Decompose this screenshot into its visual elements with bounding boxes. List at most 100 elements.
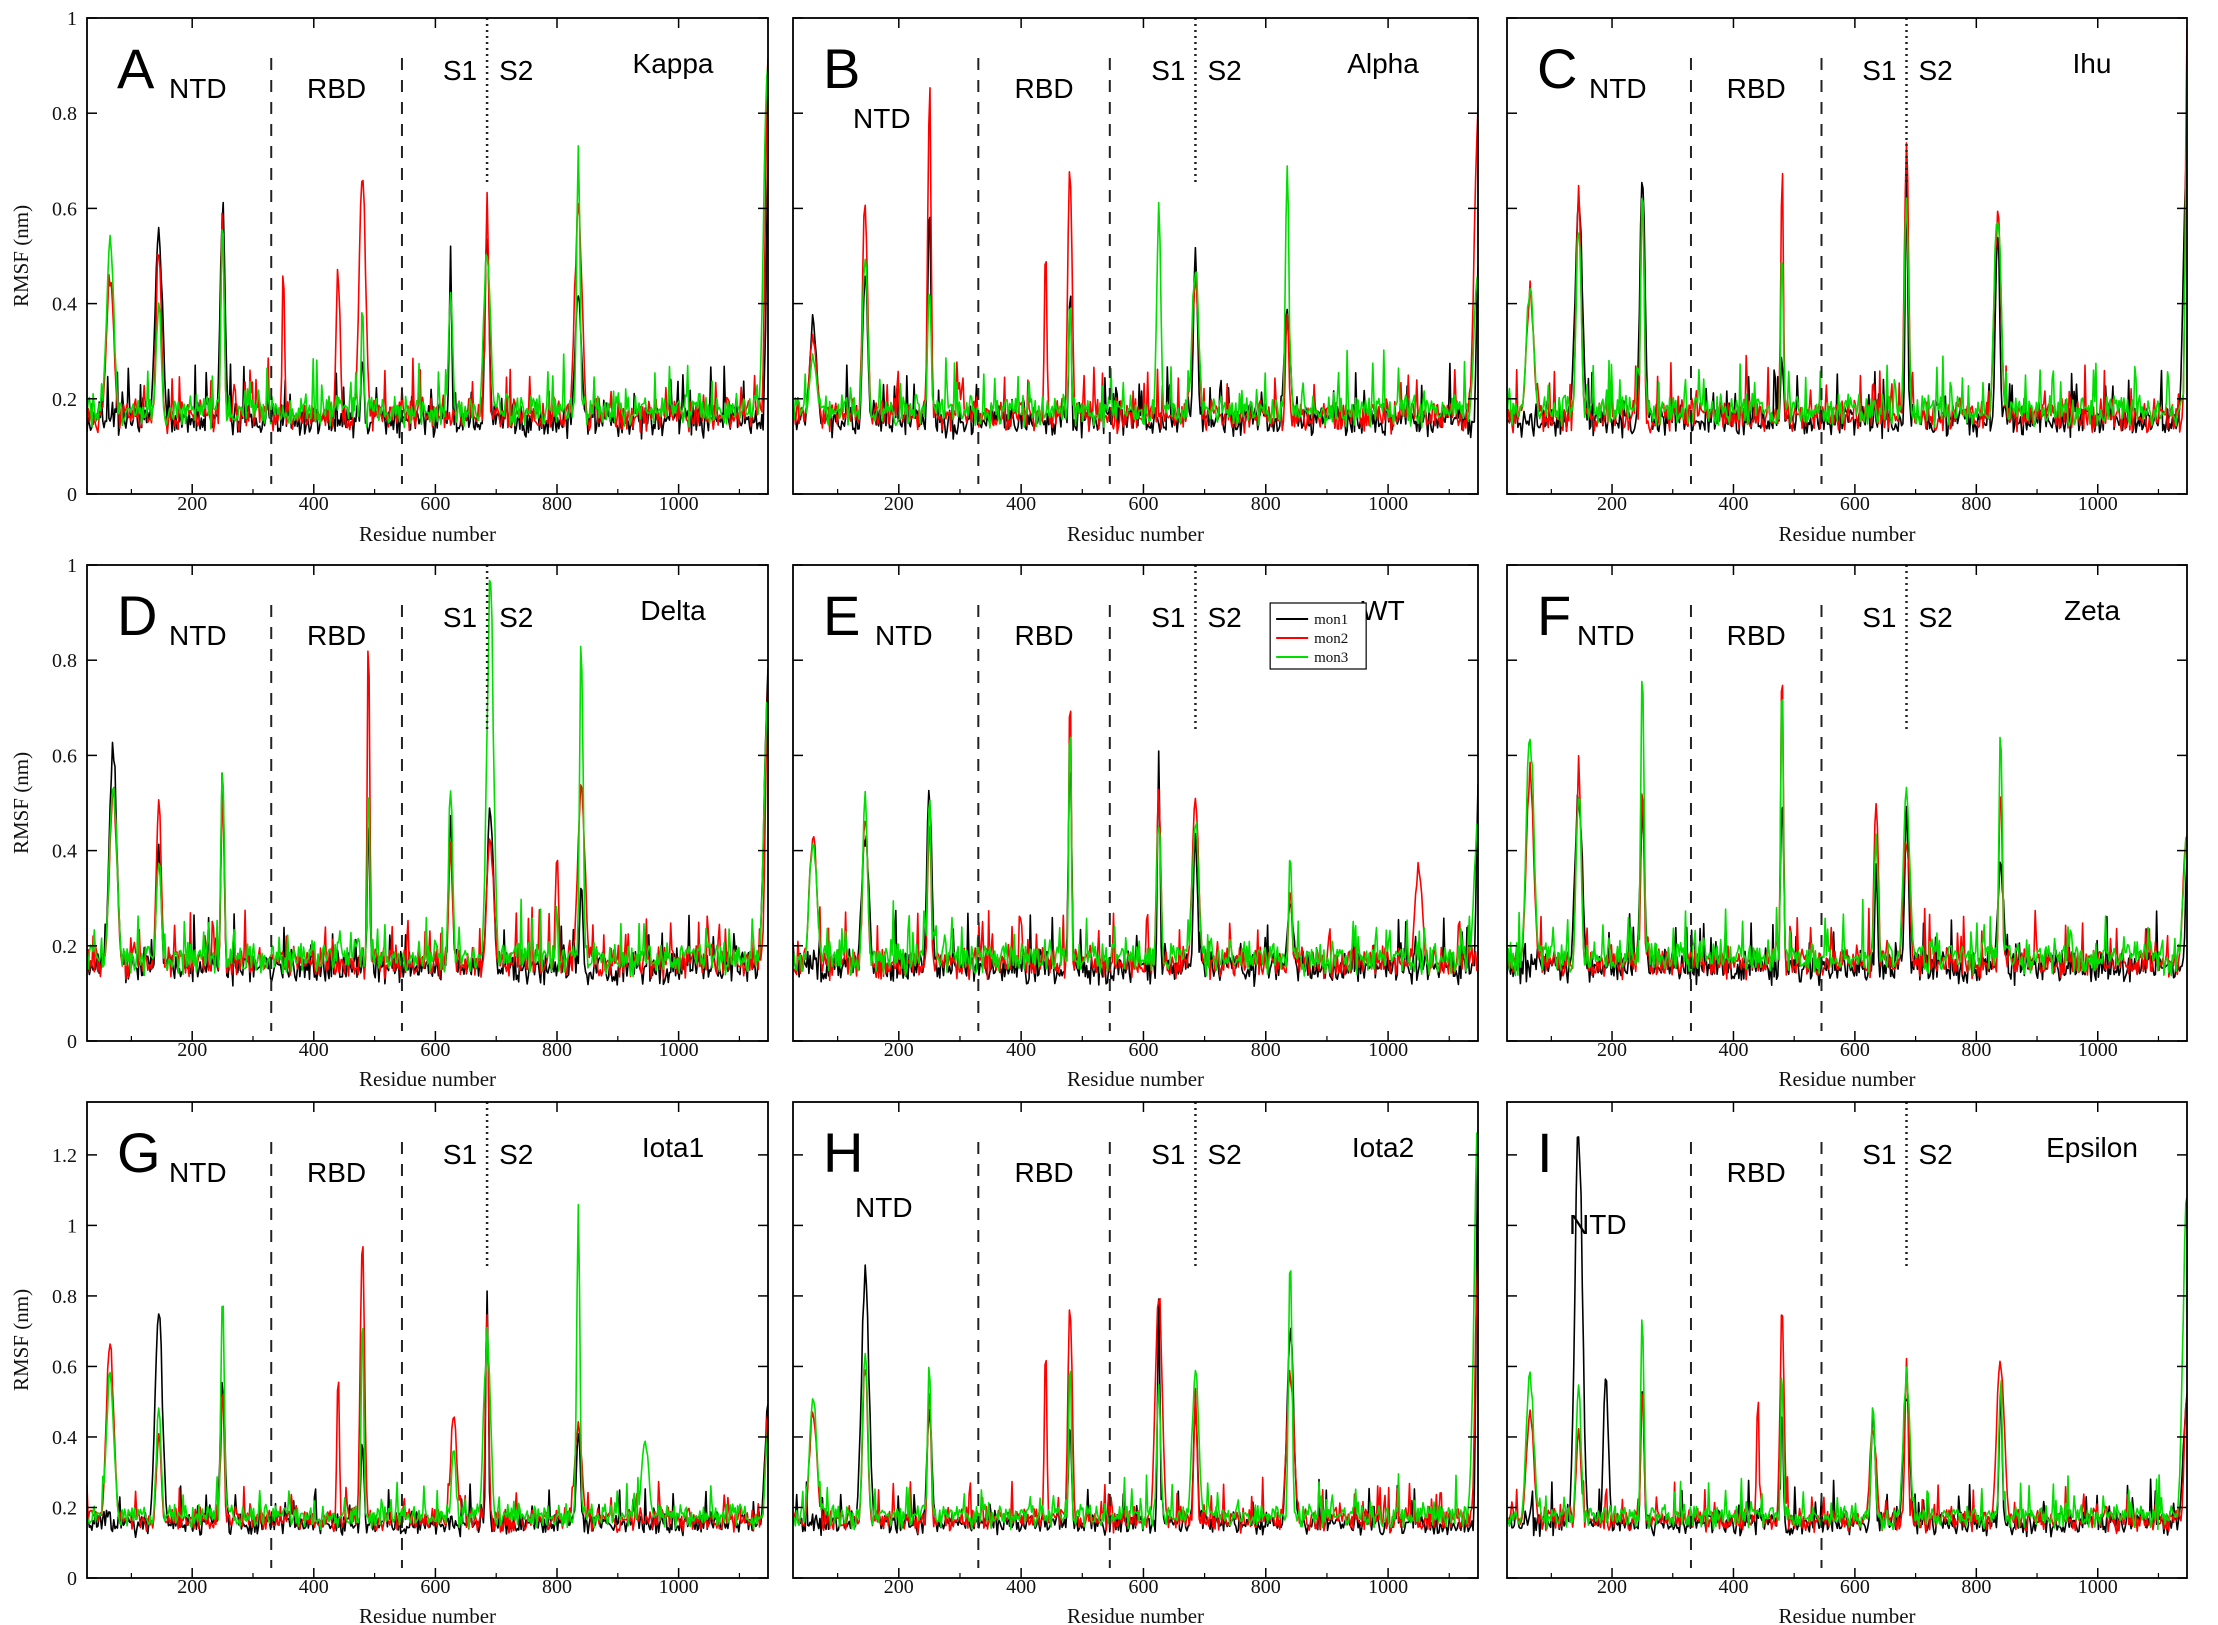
- series-mon3: [1507, 69, 2187, 428]
- x-tick-label: 1000: [1368, 1039, 1408, 1061]
- x-tick-label: 1000: [1368, 1576, 1408, 1598]
- region-label-s2: S2: [1919, 1139, 1953, 1170]
- region-label-rbd: RBD: [1727, 620, 1786, 651]
- region-label-s1: S1: [443, 1139, 477, 1170]
- region-label-ntd: NTD: [169, 620, 227, 651]
- x-tick-label: 200: [1597, 493, 1627, 515]
- panel-f: 200 400 600 800 1000 Residue number F NTD RBD S1 S…: [1506, 564, 2188, 1091]
- series-mon2: [793, 1248, 1478, 1534]
- x-tick-label: 800: [542, 493, 572, 515]
- x-tick-label: 800: [1961, 493, 1991, 515]
- region-label-rbd: RBD: [1727, 73, 1786, 104]
- series-group: [793, 87, 1478, 440]
- legend: mon1 mon2 mon3: [1269, 602, 1367, 670]
- series-mon2: [1507, 1314, 2187, 1535]
- series-group: [87, 1203, 768, 1539]
- y-tick-label: 0.4: [52, 1427, 77, 1449]
- plot-frame: [86, 1101, 769, 1579]
- x-tick-label: 400: [299, 1039, 329, 1061]
- region-label-rbd: RBD: [307, 620, 366, 651]
- region-label-rbd: RBD: [307, 73, 366, 104]
- variant-name: Kappa: [633, 48, 714, 79]
- x-tick-label: 400: [299, 1576, 329, 1598]
- y-tick-label: 1: [67, 1215, 77, 1237]
- y-tick-label: 0.6: [52, 1356, 77, 1378]
- region-label-ntd: NTD: [853, 103, 911, 134]
- x-tick-label: 1000: [659, 1576, 699, 1598]
- x-tick-label: 1000: [659, 1039, 699, 1061]
- x-axis-label: Residuc number: [1067, 522, 1204, 546]
- series-mon3: [1507, 1196, 2187, 1531]
- region-label-s1: S1: [1151, 55, 1185, 86]
- panel-letter: I: [1537, 1121, 1553, 1184]
- x-tick-label: 200: [177, 1576, 207, 1598]
- region-label-s1: S1: [1862, 1139, 1896, 1170]
- panel-letter: A: [117, 37, 155, 100]
- x-tick-label: 600: [1128, 1576, 1158, 1598]
- series-mon2: [87, 57, 768, 435]
- series-mon3: [793, 1132, 1478, 1531]
- x-tick-label: 400: [1006, 493, 1036, 515]
- x-tick-label: 800: [1251, 493, 1281, 515]
- plot-frame: [86, 564, 769, 1042]
- series-mon2: [87, 650, 768, 980]
- x-axis-label: Residue number: [359, 522, 496, 546]
- x-tick-label: 600: [420, 1039, 450, 1061]
- y-tick-label: 0: [67, 1031, 77, 1053]
- plot-frame: [1506, 1101, 2188, 1579]
- x-tick-label: 200: [1597, 1576, 1627, 1598]
- series-mon3: [793, 165, 1478, 429]
- legend-label-mon3: mon3: [1314, 650, 1348, 666]
- x-tick-label: 400: [1006, 1039, 1036, 1061]
- region-label-rbd: RBD: [1015, 1157, 1074, 1188]
- y-tick-label: 0: [67, 1568, 77, 1590]
- region-label-rbd: RBD: [307, 1157, 366, 1188]
- x-tick-label: 800: [1961, 1039, 1991, 1061]
- x-tick-label: 1000: [659, 493, 699, 515]
- series-mon3: [87, 579, 768, 978]
- region-label-s1: S1: [1862, 55, 1896, 86]
- y-tick-label: 0.4: [52, 294, 77, 316]
- y-tick-label: 0.8: [52, 650, 77, 672]
- y-tick-label: 1: [67, 8, 77, 30]
- x-tick-label: 600: [1128, 1039, 1158, 1061]
- series-mon3: [87, 1203, 768, 1531]
- y-tick-label: 0.8: [52, 103, 77, 125]
- panel-letter: E: [823, 584, 860, 647]
- series-mon1: [1507, 1136, 2187, 1538]
- x-axis-label: Residue number: [1067, 1604, 1204, 1625]
- panel-e: 200 400 600 800 1000 Residue number E NTD RBD S1 S…: [792, 564, 1479, 1091]
- x-axis-label: Residue number: [359, 1604, 496, 1625]
- plot-frame: [86, 17, 769, 495]
- region-label-ntd: NTD: [169, 73, 227, 104]
- legend-label-mon2: mon2: [1314, 631, 1348, 647]
- series-group: [793, 710, 1478, 987]
- y-tick-label: 0.4: [52, 841, 77, 863]
- y-tick-label: 0.2: [52, 1497, 77, 1519]
- x-axis-label: Residue number: [1778, 1604, 1915, 1625]
- y-tick-label: 0.6: [52, 745, 77, 767]
- region-label-ntd: NTD: [1577, 620, 1635, 651]
- y-tick-label: 1: [67, 555, 77, 577]
- variant-name: Iota2: [1352, 1132, 1414, 1163]
- region-label-s2: S2: [1207, 602, 1241, 633]
- region-label-s2: S2: [1919, 602, 1953, 633]
- variant-name: Zeta: [2064, 595, 2120, 626]
- y-tick-label: 0.2: [52, 389, 77, 411]
- series-group: [793, 1132, 1478, 1537]
- panel-letter: F: [1537, 584, 1571, 647]
- x-axis-label: Residue number: [1067, 1067, 1204, 1091]
- series-group: [87, 57, 768, 440]
- x-tick-label: 400: [1006, 1576, 1036, 1598]
- series-group: [87, 579, 768, 987]
- plot-frame: [792, 564, 1479, 1042]
- region-label-ntd: NTD: [855, 1192, 913, 1223]
- region-label-ntd: NTD: [875, 620, 933, 651]
- region-label-ntd: NTD: [1589, 73, 1647, 104]
- region-label-rbd: RBD: [1015, 620, 1074, 651]
- panel-letter: H: [823, 1121, 863, 1184]
- panel-i: 200 400 600 800 1000 Residue number I NTD RBD S1 S…: [1506, 1101, 2188, 1625]
- x-tick-label: 400: [1718, 493, 1748, 515]
